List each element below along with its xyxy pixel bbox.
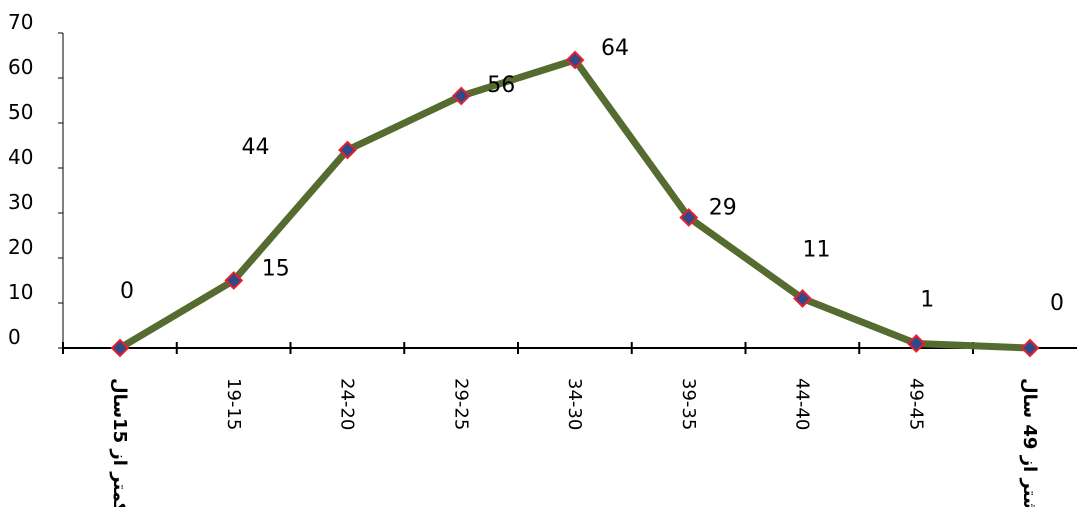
data-label: 29 xyxy=(709,196,737,221)
y-tick-label: 40 xyxy=(8,145,33,169)
x-tick-label: 19-15 xyxy=(223,378,244,430)
data-point-marker xyxy=(1020,338,1040,358)
data-label: 0 xyxy=(120,279,134,304)
data-label: 56 xyxy=(487,73,515,98)
data-point-marker xyxy=(906,334,926,353)
x-axis: کمتر از 15سال 19-15 24-20 29-25 34-30 39-35 44… xyxy=(62,342,1077,507)
data-label: 0 xyxy=(1050,291,1064,316)
data-label: 15 xyxy=(262,257,290,282)
x-tick-label: 39-35 xyxy=(678,378,699,430)
data-point-marker xyxy=(451,86,471,106)
x-tick-label: 29-25 xyxy=(450,378,471,430)
x-tick-label: بیشتر از 49 سال xyxy=(1019,378,1040,507)
series-line-group xyxy=(110,50,1040,358)
y-tick-label: 70 xyxy=(8,10,33,34)
y-tick-label: 60 xyxy=(8,55,33,79)
y-axis: 0 10 20 30 40 50 60 70 xyxy=(8,10,64,349)
x-tick-label: 34-30 xyxy=(564,378,585,430)
y-tick-label: 0 xyxy=(8,325,21,349)
data-point-marker xyxy=(110,338,130,358)
data-point-marker xyxy=(224,271,244,290)
x-tick-label: 24-20 xyxy=(337,378,358,430)
data-label: 44 xyxy=(242,135,270,160)
x-tick-label: کمتر از 15سال xyxy=(109,378,130,507)
data-point-marker xyxy=(565,50,585,70)
data-point-marker xyxy=(679,208,699,227)
data-label: 64 xyxy=(601,36,629,61)
data-point-marker xyxy=(793,289,812,308)
y-tick-label: 10 xyxy=(8,280,33,304)
y-tick-label: 20 xyxy=(8,235,33,259)
y-tick-label: 50 xyxy=(8,100,33,124)
x-tick-label: 49-45 xyxy=(905,378,926,430)
x-tick-label: 44-40 xyxy=(792,378,813,430)
y-tick-label: 30 xyxy=(8,190,33,214)
data-label: 11 xyxy=(803,238,831,263)
series-line xyxy=(116,56,1034,352)
data-label: 1 xyxy=(920,288,934,313)
data-point-marker xyxy=(338,140,357,160)
